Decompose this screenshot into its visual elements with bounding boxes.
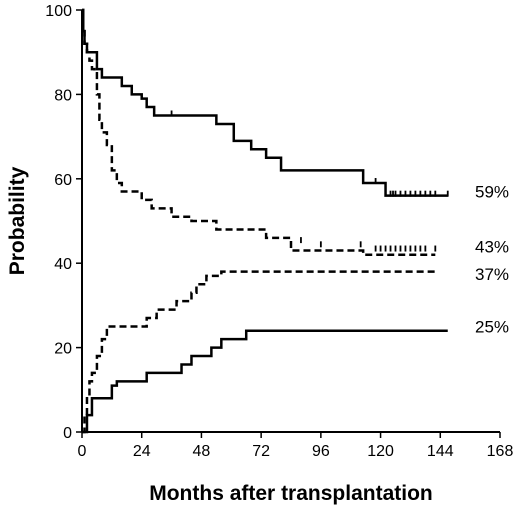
series-1 [81, 8, 449, 197]
x-tick-label: 0 [78, 443, 87, 460]
y-tick-label: 20 [54, 341, 72, 358]
y-axis-title: Probability [6, 166, 29, 275]
x-tick-label: 96 [312, 443, 330, 460]
x-tick-label: 48 [193, 443, 211, 460]
series-line [82, 270, 436, 434]
series-line [82, 329, 448, 434]
axes [81, 10, 500, 433]
x-tick-label: 168 [487, 443, 514, 460]
x-tick-label: 72 [252, 443, 270, 460]
x-axis-title: Months after transplantation [149, 482, 433, 505]
series-4 [82, 329, 448, 434]
x-tick-label: 120 [367, 443, 394, 460]
y-tick-label: 60 [54, 172, 72, 189]
series-layer [81, 8, 449, 434]
y-tick-label: 0 [63, 425, 72, 442]
end-labels: 59% 43% 37% 25% [475, 182, 509, 336]
ticks: 0 24 48 72 96 120 144 168 0 20 40 60 80 100 [45, 3, 513, 460]
x-tick-label: 144 [427, 443, 454, 460]
y-tick-label: 80 [54, 87, 72, 104]
y-tick-label: 40 [54, 256, 72, 273]
series-end-label: 37% [475, 265, 509, 284]
series-end-label: 43% [475, 237, 509, 256]
series-line [81, 8, 436, 257]
series-3 [82, 270, 436, 434]
series-2 [81, 8, 437, 257]
series-end-label: 59% [475, 182, 509, 201]
series-end-label: 25% [475, 318, 509, 337]
y-tick-label: 100 [45, 3, 72, 20]
series-line [81, 8, 448, 197]
x-tick-label: 24 [133, 443, 151, 460]
